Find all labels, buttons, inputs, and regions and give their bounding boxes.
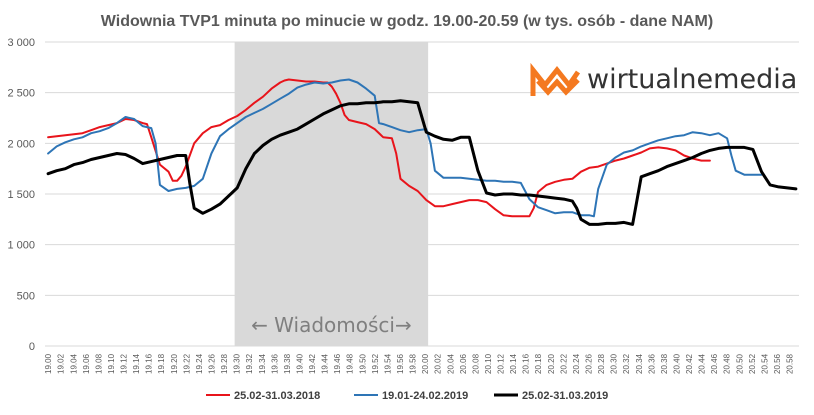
x-tick-label: 19.48 <box>346 353 355 374</box>
x-tick-label: 19.28 <box>220 353 229 374</box>
x-tick-label: 19.06 <box>82 353 91 374</box>
x-tick-label: 19.12 <box>120 353 129 374</box>
x-tick-label: 19.18 <box>157 353 166 374</box>
x-tick-label: 20.28 <box>597 353 606 374</box>
y-tick-label: 1 500 <box>7 189 35 201</box>
series-line-25-02-31-03-2019 <box>46 99 798 226</box>
x-tick-label: 20.08 <box>471 353 480 374</box>
x-tick-label: 20.32 <box>622 353 631 374</box>
x-tick-label: 19.50 <box>358 353 367 374</box>
x-tick-label: 19.38 <box>283 353 292 374</box>
x-tick-label: 19.52 <box>371 353 380 374</box>
chart-title: Widownia TVP1 minuta po minucie w godz. … <box>101 13 713 30</box>
x-tick-label: 20.34 <box>635 353 644 374</box>
x-tick-label: 20.00 <box>421 353 430 374</box>
x-tick-label: 19.14 <box>132 353 141 374</box>
x-tick-label: 20.06 <box>459 353 468 374</box>
y-tick-label: 2 500 <box>7 88 35 100</box>
gridlines <box>45 41 799 347</box>
x-tick-label: 20.50 <box>735 353 744 374</box>
x-axis-ticks: 19.00 19.02 19.04 19.06 19.08 19.10 19.12 19.14… <box>44 353 794 374</box>
x-tick-label: 19.00 <box>44 353 53 374</box>
x-tick-label: 19.04 <box>69 353 78 374</box>
x-tick-label: 20.46 <box>710 353 719 374</box>
x-tick-label: 20.12 <box>497 353 506 374</box>
x-tick-label: 19.20 <box>170 353 179 374</box>
x-tick-label: 19.30 <box>233 353 242 374</box>
x-tick-label: 19.22 <box>182 353 191 374</box>
x-tick-label: 19.46 <box>333 353 342 374</box>
series-lines <box>46 78 798 226</box>
x-tick-label: 20.20 <box>547 353 556 374</box>
x-tick-label: 19.26 <box>208 353 217 374</box>
x-tick-label: 20.10 <box>484 353 493 374</box>
series-line-25-02-31-03-2018 <box>47 78 711 218</box>
x-tick-label: 20.52 <box>748 353 757 374</box>
x-tick-label: 19.56 <box>396 353 405 374</box>
x-tick-label: 19.32 <box>245 353 254 374</box>
x-tick-label: 20.16 <box>522 353 531 374</box>
legend: 25.02-31.03.2018 19.01-24.02.2019 25.02-31… <box>206 390 608 402</box>
wirtualnemedia-logo-text: wirtualnemedia <box>587 64 797 95</box>
x-tick-label: 20.04 <box>446 353 455 374</box>
x-tick-label: 19.16 <box>145 353 154 374</box>
x-tick-label: 19.24 <box>195 353 204 374</box>
x-tick-label: 20.22 <box>559 353 568 374</box>
x-tick-label: 20.30 <box>610 353 619 374</box>
x-tick-label: 19.34 <box>258 353 267 374</box>
y-axis-ticks: 0 500 1 000 1 500 2 000 2 500 3 000 <box>7 37 35 353</box>
x-tick-label: 20.54 <box>760 353 769 374</box>
x-tick-label: 19.58 <box>409 353 418 374</box>
x-tick-label: 20.02 <box>434 353 443 374</box>
x-tick-label: 19.40 <box>295 353 304 374</box>
x-tick-label: 20.40 <box>672 353 681 374</box>
x-tick-label: 19.42 <box>308 353 317 374</box>
y-tick-label: 500 <box>17 290 35 302</box>
y-tick-label: 2 000 <box>7 138 35 150</box>
x-tick-label: 19.44 <box>321 353 330 374</box>
series-line-19-01-24-02-2019 <box>47 78 763 218</box>
y-tick-label: 3 000 <box>7 37 35 49</box>
legend-label-25-02-31-03-2019: 25.02-31.03.2019 <box>522 390 608 402</box>
shaded-region-label: ← Wiadomości→ <box>251 313 412 337</box>
x-tick-label: 20.26 <box>585 353 594 374</box>
x-tick-label: 20.36 <box>647 353 656 374</box>
wirtualnemedia-logo: wirtualnemedia <box>530 62 797 96</box>
y-tick-label: 1 000 <box>7 240 35 252</box>
x-tick-label: 20.24 <box>572 353 581 374</box>
x-tick-label: 20.56 <box>773 353 782 374</box>
x-tick-label: 19.02 <box>57 353 66 374</box>
x-tick-label: 20.48 <box>723 353 732 374</box>
y-tick-label: 0 <box>29 341 35 353</box>
x-tick-label: 19.36 <box>270 353 279 374</box>
wirtualnemedia-logo-mark <box>530 62 581 96</box>
x-tick-label: 20.14 <box>509 353 518 374</box>
x-tick-label: 19.08 <box>94 353 103 374</box>
x-tick-label: 20.44 <box>698 353 707 374</box>
x-tick-label: 19.10 <box>107 353 116 374</box>
x-tick-label: 20.58 <box>786 353 795 374</box>
legend-label-19-01-24-02-2019: 19.01-24.02.2019 <box>382 390 468 402</box>
x-tick-label: 20.38 <box>660 353 669 374</box>
x-tick-label: 19.54 <box>383 353 392 374</box>
legend-label-25-02-31-03-2018: 25.02-31.03.2018 <box>234 390 320 402</box>
x-tick-label: 20.18 <box>534 353 543 374</box>
x-tick-label: 20.42 <box>685 353 694 374</box>
